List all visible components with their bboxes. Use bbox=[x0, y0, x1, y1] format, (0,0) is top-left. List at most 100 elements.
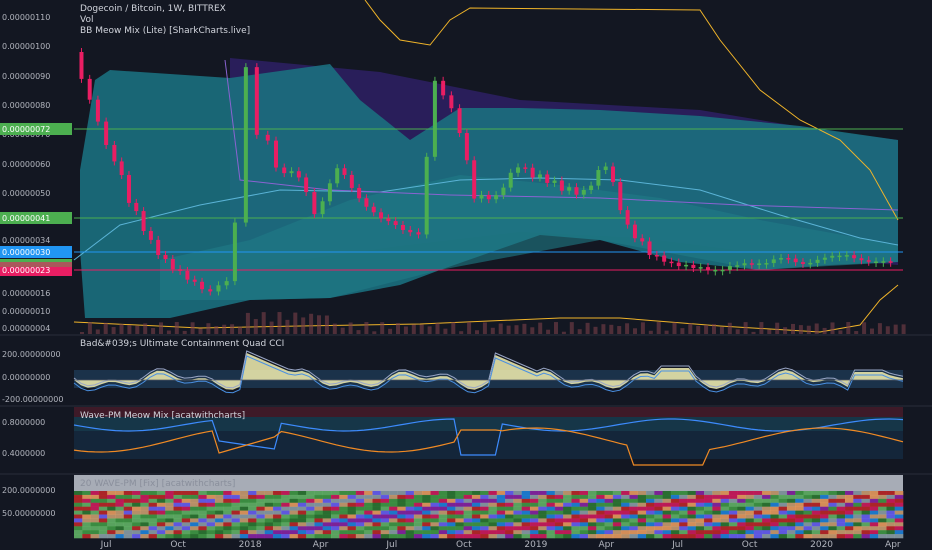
heat-cell bbox=[529, 506, 539, 511]
heat-cell bbox=[248, 491, 257, 496]
bb-basis bbox=[73, 177, 899, 261]
heat-cell bbox=[140, 491, 149, 496]
heat-cell bbox=[762, 510, 771, 515]
heat-cell bbox=[728, 534, 738, 539]
heat-cell bbox=[372, 506, 382, 511]
heat-cell bbox=[753, 498, 763, 504]
heat-cell bbox=[820, 498, 829, 504]
heat-cell bbox=[289, 534, 299, 539]
heat-cell bbox=[844, 510, 854, 515]
heat-cell bbox=[123, 506, 133, 511]
candle-body bbox=[232, 222, 237, 282]
heat-cell bbox=[239, 522, 249, 527]
heat-cell bbox=[861, 534, 871, 539]
heat-cell bbox=[745, 506, 755, 511]
heat-cell bbox=[737, 534, 746, 539]
heat-cell bbox=[820, 514, 829, 519]
heat-cell bbox=[281, 514, 290, 519]
heat-cell bbox=[579, 518, 589, 523]
heat-cell bbox=[886, 526, 896, 531]
heat-cell bbox=[455, 522, 464, 527]
heat-cell bbox=[513, 526, 522, 531]
candle-body bbox=[559, 180, 564, 191]
heat-cell bbox=[803, 534, 813, 539]
heat-cell bbox=[214, 510, 224, 515]
heat-cell bbox=[107, 514, 116, 519]
candle-body bbox=[684, 264, 689, 267]
candle-body bbox=[464, 133, 469, 161]
heat-cell bbox=[505, 494, 514, 500]
heat-cell bbox=[670, 510, 680, 515]
heat-cell bbox=[554, 534, 564, 539]
heat-cell bbox=[513, 522, 522, 527]
heat-cell bbox=[571, 494, 580, 500]
heat-cell bbox=[546, 491, 556, 496]
heat-cell bbox=[239, 514, 249, 519]
heat-cell bbox=[314, 498, 323, 504]
heat-cell bbox=[820, 491, 829, 496]
heat-cell bbox=[181, 494, 191, 500]
heat-cell bbox=[811, 491, 821, 496]
heat-cell bbox=[878, 530, 887, 535]
heat-cell bbox=[505, 530, 514, 535]
heat-cell bbox=[380, 534, 390, 539]
heat-cell bbox=[505, 514, 514, 519]
heat-cell bbox=[538, 518, 547, 523]
heat-cell bbox=[223, 506, 232, 511]
heat-cell bbox=[256, 510, 265, 515]
heat-cell bbox=[828, 498, 837, 504]
heat-cell bbox=[505, 502, 514, 507]
heat-cell bbox=[637, 506, 647, 511]
heat-cell bbox=[330, 510, 340, 515]
heat-cell bbox=[389, 530, 398, 535]
heat-cell bbox=[132, 522, 141, 527]
heat-cell bbox=[82, 514, 91, 519]
heat-cell bbox=[886, 506, 896, 511]
heat-cell bbox=[339, 526, 348, 531]
heat-cell bbox=[596, 510, 605, 515]
candle-body bbox=[757, 263, 762, 265]
heat-cell bbox=[223, 518, 232, 523]
candle-body bbox=[170, 258, 175, 270]
heat-cell bbox=[762, 518, 771, 523]
heat-cell bbox=[836, 494, 846, 500]
heat-cell bbox=[314, 514, 323, 519]
heat-cell bbox=[621, 502, 630, 507]
volume-bar bbox=[546, 329, 551, 334]
heat-cell bbox=[762, 491, 771, 496]
heat-cell bbox=[820, 534, 829, 539]
volume-bar bbox=[704, 324, 709, 334]
heat-cell bbox=[720, 526, 730, 531]
heat-cell bbox=[529, 534, 539, 539]
heat-cell bbox=[165, 502, 174, 507]
heat-cell bbox=[579, 526, 589, 531]
heat-cell bbox=[844, 534, 854, 539]
candle-body bbox=[342, 168, 347, 175]
heat-cell bbox=[836, 522, 846, 527]
heat-cell bbox=[107, 494, 116, 500]
heat-cell bbox=[447, 498, 456, 504]
volume-bar bbox=[419, 324, 424, 334]
heat-cell bbox=[248, 502, 257, 507]
heat-cell bbox=[471, 506, 481, 511]
heat-cell bbox=[173, 498, 183, 504]
heat-cell bbox=[107, 510, 116, 515]
heat-cell bbox=[173, 494, 183, 500]
heat-cell bbox=[745, 498, 755, 504]
heat-cell bbox=[861, 502, 871, 507]
candle-body bbox=[472, 160, 477, 199]
heat-cell bbox=[546, 534, 556, 539]
heat-cell bbox=[704, 530, 713, 535]
heat-cell bbox=[737, 530, 746, 535]
candle-body bbox=[104, 121, 109, 145]
heat-cell bbox=[430, 491, 440, 496]
heat-cell bbox=[629, 518, 639, 523]
heat-cell bbox=[389, 514, 398, 519]
heat-cell bbox=[297, 518, 307, 523]
heat-cell bbox=[654, 506, 663, 511]
heat-cell bbox=[762, 530, 771, 535]
heat-cell bbox=[811, 534, 821, 539]
heat-cell bbox=[786, 522, 796, 527]
heat-cell bbox=[604, 510, 614, 515]
